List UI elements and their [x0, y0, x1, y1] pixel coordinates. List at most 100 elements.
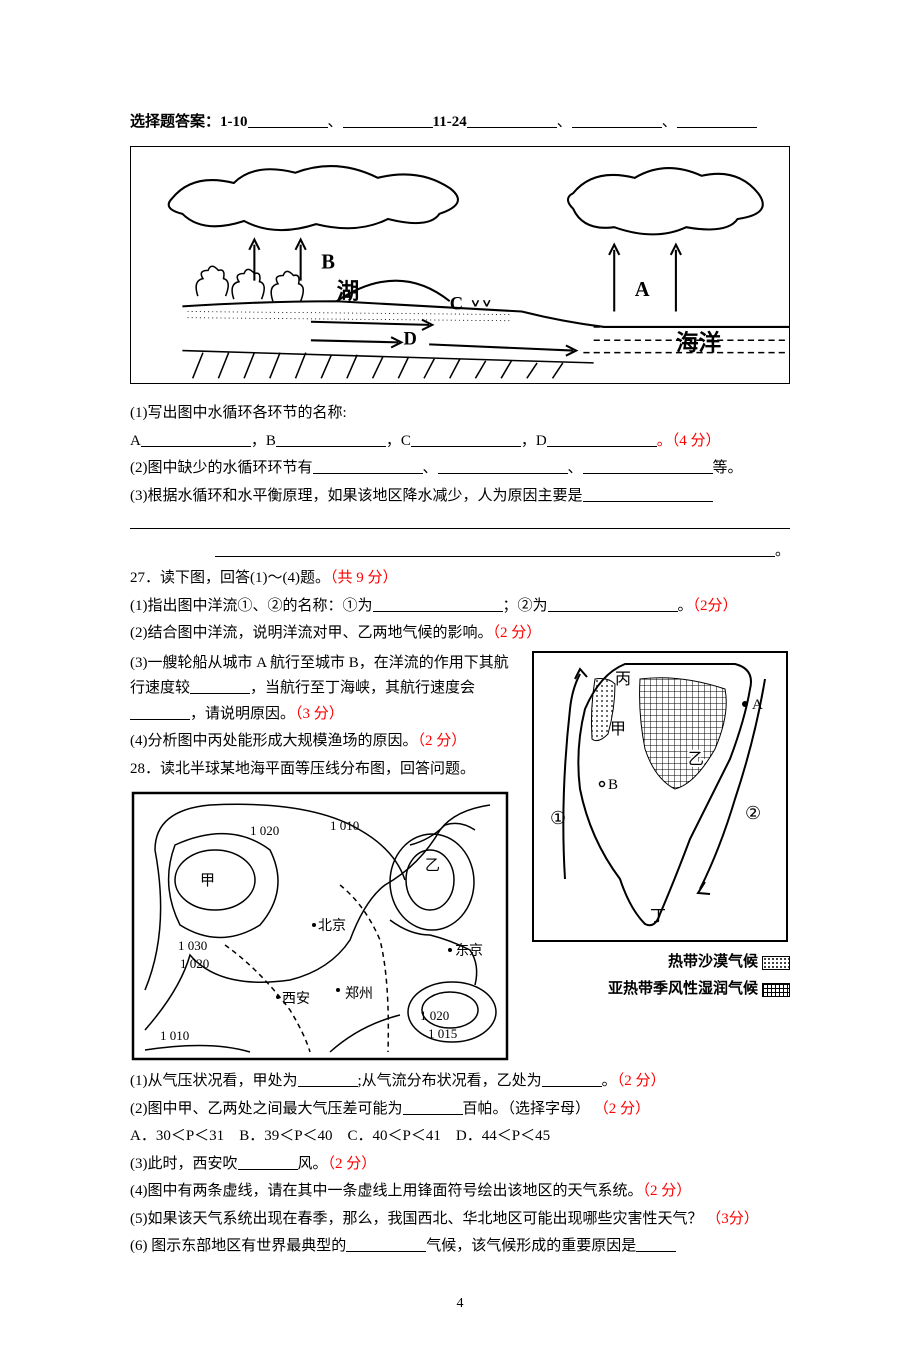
q27-title: 27．读下图，回答(1)～(4)题。（共 9 分） [130, 566, 790, 592]
label-ding: 丁 [650, 908, 666, 925]
option-D[interactable]: D．44＜P＜45 [456, 1128, 550, 1144]
blank[interactable] [346, 1251, 426, 1252]
isobar: 1 030 [178, 938, 207, 953]
text: 风。 [298, 1156, 328, 1172]
legend-dots-icon [762, 956, 790, 970]
label-jia: 甲 [610, 721, 626, 738]
sep: 、 [557, 114, 572, 130]
lbl-D: ，D [521, 433, 547, 449]
label-A: A [752, 697, 763, 713]
score: 。（4 分） [657, 433, 721, 449]
text: (1)从气压状况看，甲处为 [130, 1073, 298, 1089]
header-prefix: 选择题答案： [130, 114, 220, 130]
range-1: 1-10 [220, 114, 248, 130]
legend-desert: 热带沙漠气候 [530, 949, 790, 976]
lbl-C: ，C [386, 433, 411, 449]
isobar: 1 010 [330, 818, 359, 833]
label-B: B [608, 777, 618, 793]
label-B: B [321, 251, 335, 273]
blank[interactable] [636, 1251, 676, 1252]
blank[interactable] [298, 1086, 358, 1087]
option-A[interactable]: A．30＜P＜31 [130, 1128, 224, 1144]
page-number: 4 [130, 1296, 790, 1312]
blank[interactable] [238, 1169, 298, 1170]
blank-line[interactable] [130, 528, 790, 529]
q28-options: A．30＜P＜31 B．39＜P＜40 C．40＜P＜41 D．44＜P＜45 [130, 1124, 790, 1150]
blank[interactable] [583, 501, 713, 502]
label-yi: 乙 [425, 858, 440, 874]
blank[interactable] [583, 473, 713, 474]
score: （共 9 分） [330, 570, 398, 586]
text: 等。 [713, 460, 743, 476]
blank[interactable] [403, 1114, 463, 1115]
label-C: C [450, 294, 463, 314]
text: (6) 图示东部地区有世界最典型的 [130, 1238, 346, 1254]
text: 。 [602, 1073, 617, 1089]
blank-line[interactable] [215, 556, 775, 557]
text: (2)图中甲、乙两处之间最大气压差可能为 [130, 1101, 403, 1117]
score: （3分） [706, 1211, 759, 1227]
text: (5)如果该天气系统出现在春季，那么，我国西北、华北地区可能出现哪些灾害性天气？ [130, 1211, 703, 1227]
text: 。 [678, 598, 693, 614]
blank[interactable] [548, 611, 678, 612]
lbl-B: ，B [251, 433, 276, 449]
blank[interactable] [248, 127, 328, 128]
ocean-label: 海洋 [676, 330, 722, 356]
score: （2 分） [328, 1156, 377, 1172]
text: 27．读下图，回答(1)～(4)题。 [130, 570, 330, 586]
label-jia: 甲 [200, 873, 215, 889]
text: (4)分析图中丙处能形成大规模渔场的原因。 [130, 733, 418, 749]
isobar-map: 甲 1 020 1 010 1 030 乙 东京 北京 西安 郑州 1 020 … [130, 790, 510, 1062]
circle-1: ① [550, 808, 566, 828]
blank[interactable] [677, 127, 757, 128]
q28-5: (5)如果该天气系统出现在春季，那么，我国西北、华北地区可能出现哪些灾害性天气？… [130, 1207, 790, 1233]
text: (1)指出图中洋流①、②的名称：①为 [130, 598, 373, 614]
isobar: 1 020 [250, 823, 279, 838]
score: （3 分） [295, 706, 344, 722]
legend-subtropical: 亚热带季风性湿润气候 [530, 976, 790, 1003]
label-A: A [635, 279, 650, 301]
q28-4: (4)图中有两条虚线，请在其中一条虚线上用锋面符号绘出该地区的天气系统。（2 分… [130, 1179, 790, 1205]
isobar: 1 020 [420, 1008, 449, 1023]
blank[interactable] [373, 611, 503, 612]
option-C[interactable]: C．40＜P＜41 [348, 1128, 441, 1144]
score: （2 分） [617, 1073, 666, 1089]
mid-section: ① ② 丙 甲 乙 乙 A B 丁 热带沙漠气候 [130, 649, 790, 1068]
sep: 、 [662, 114, 677, 130]
text: 气候，该气候形成的重要原因是 [426, 1238, 636, 1254]
label-D: D [403, 329, 416, 349]
blank[interactable] [547, 446, 657, 447]
label-yi: 乙 [688, 751, 704, 768]
south-america-block: ① ② 丙 甲 乙 乙 A B 丁 热带沙漠气候 [530, 649, 790, 1003]
legend-text: 热带沙漠气候 [668, 954, 758, 970]
q26-3c: 。 [130, 539, 790, 565]
city-zhengzhou: 郑州 [345, 986, 373, 1002]
text: (2)图中缺少的水循环环节有 [130, 460, 313, 476]
text: ;从气流分布状况看，乙处为 [358, 1073, 542, 1089]
blank[interactable] [130, 719, 190, 720]
answer-header: 选择题答案：1-10、11-24、、 [130, 110, 790, 134]
q26-1-line: A ，B ，C ，D 。（4 分） [130, 429, 790, 455]
sep: 、 [328, 114, 343, 130]
water-cycle-diagram: B A 湖 C D 海洋 [130, 146, 790, 384]
blank[interactable] [276, 446, 386, 447]
text: 百帕。（选择字母） [463, 1101, 591, 1117]
q26-3b [130, 511, 790, 537]
blank[interactable] [467, 127, 557, 128]
blank[interactable] [438, 473, 568, 474]
blank[interactable] [542, 1086, 602, 1087]
blank[interactable] [141, 446, 251, 447]
q28-1: (1)从气压状况看，甲处为 ;从气流分布状况看，乙处为 。（2 分） [130, 1069, 790, 1095]
lbl-A: A [130, 433, 141, 449]
blank[interactable] [343, 127, 433, 128]
blank[interactable] [411, 446, 521, 447]
blank[interactable] [572, 127, 662, 128]
text: ，当航行至丁海峡，其航行速度会 [250, 680, 475, 696]
score: （2 分） [493, 625, 542, 641]
legend-text: 亚热带季风性湿润气候 [608, 981, 758, 997]
option-B[interactable]: B．39＜P＜40 [239, 1128, 332, 1144]
blank[interactable] [313, 473, 423, 474]
q28-3: (3)此时，西安吹风。（2 分） [130, 1152, 790, 1178]
blank[interactable] [190, 693, 250, 694]
text: (2)结合图中洋流，说明洋流对甲、乙两地气候的影响。 [130, 625, 493, 641]
